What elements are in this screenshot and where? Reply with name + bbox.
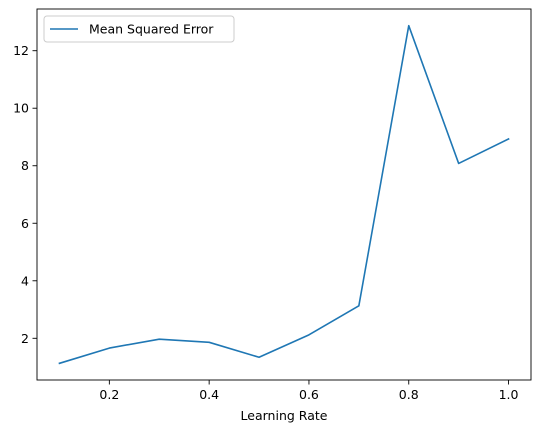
y-tick-label: 12 (13, 43, 29, 58)
x-tick-label: 0.6 (299, 387, 319, 402)
x-tick-label: 0.4 (199, 387, 219, 402)
y-tick-label: 8 (21, 158, 29, 173)
x-axis-label: Learning Rate (241, 408, 328, 423)
y-tick-label: 10 (13, 101, 29, 116)
legend: Mean Squared Error (43, 15, 235, 43)
x-tick-label: 0.2 (99, 387, 119, 402)
series-line-mean-squared-error (58, 24, 510, 365)
legend-box (43, 15, 235, 43)
y-tick-label: 2 (21, 331, 29, 346)
x-tick-label: 0.8 (399, 387, 419, 402)
y-tick-label: 4 (21, 273, 29, 288)
y-axis: 2 4 6 8 10 12 (13, 43, 37, 346)
series-layer (58, 24, 510, 365)
x-axis: 0.2 0.4 0.6 0.8 1.0 (99, 380, 519, 402)
x-tick-label: 1.0 (499, 387, 519, 402)
legend-label: Mean Squared Error (89, 22, 214, 37)
y-tick-label: 6 (21, 216, 29, 231)
axes-frame (36, 8, 532, 381)
